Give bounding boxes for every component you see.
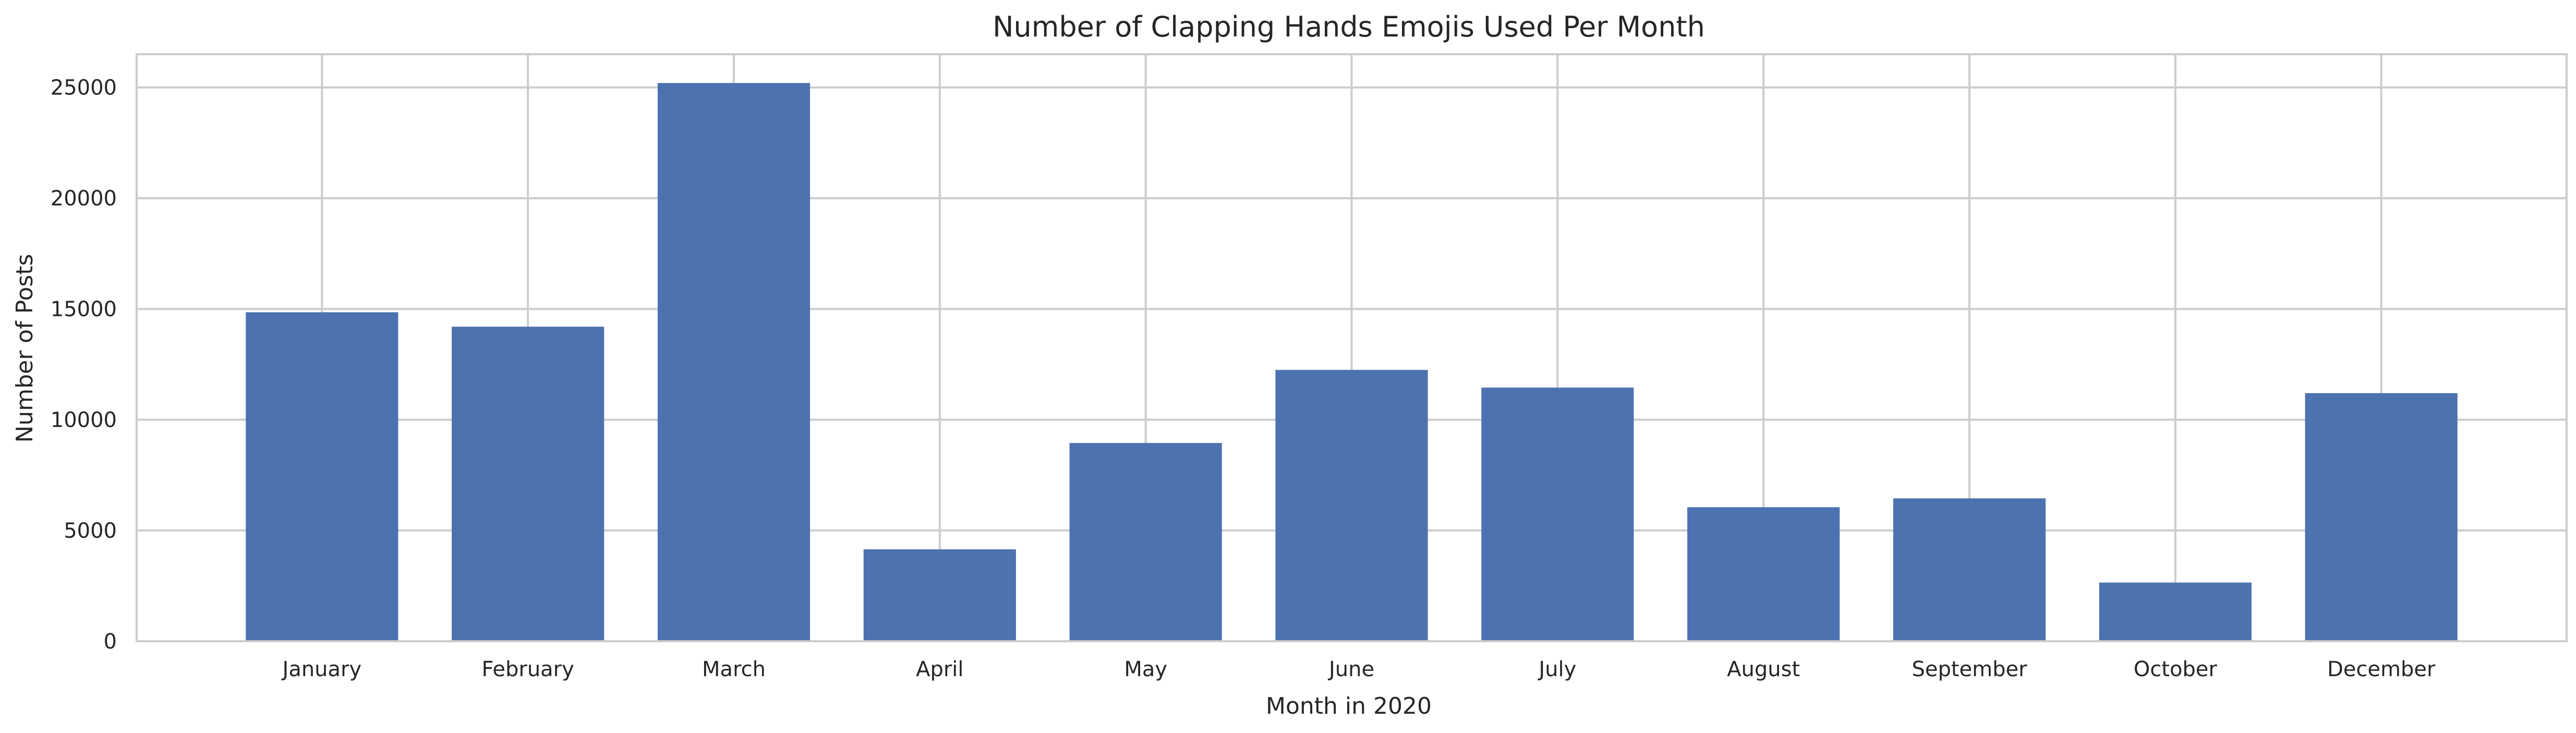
y-tick-label: 0 [104, 630, 117, 654]
y-tick-label: 10000 [51, 408, 117, 432]
x-tick-label: September [1912, 657, 2027, 681]
bar-july [1481, 387, 1634, 641]
bars [246, 83, 2458, 641]
bar-march [657, 83, 811, 641]
bar-august [1687, 507, 1840, 641]
chart-title: Number of Clapping Hands Emojis Used Per… [993, 10, 1705, 43]
y-tick-label: 15000 [51, 298, 117, 322]
y-axis-ticks: 0 5000 10000 15000 20000 25000 [51, 76, 117, 654]
y-tick-label: 5000 [64, 519, 117, 543]
bar-december [2305, 393, 2458, 641]
bar-october [2099, 582, 2252, 641]
bar-may [1069, 443, 1222, 641]
bar-june [1275, 370, 1428, 641]
x-tick-label: August [1727, 657, 1800, 681]
bar-april [863, 549, 1016, 641]
y-axis-label: Number of Posts [11, 254, 38, 443]
x-tick-label: January [281, 657, 362, 681]
x-tick-label: July [1537, 657, 1576, 681]
x-tick-label: June [1327, 657, 1374, 681]
bar-september [1893, 498, 2046, 641]
bar-january [246, 312, 398, 641]
x-axis-label: Month in 2020 [1266, 693, 1432, 719]
bar-february [452, 326, 604, 641]
x-axis-ticks: January February March April May June July Augu… [281, 657, 2436, 681]
x-tick-label: February [482, 657, 574, 681]
x-tick-label: May [1124, 657, 1167, 681]
x-tick-label: March [702, 657, 766, 681]
x-tick-label: October [2134, 657, 2218, 681]
y-tick-label: 25000 [51, 76, 117, 100]
plot-frame [136, 53, 2568, 642]
x-tick-label: April [916, 657, 963, 681]
y-tick-label: 20000 [51, 187, 117, 211]
x-tick-label: December [2327, 657, 2436, 681]
